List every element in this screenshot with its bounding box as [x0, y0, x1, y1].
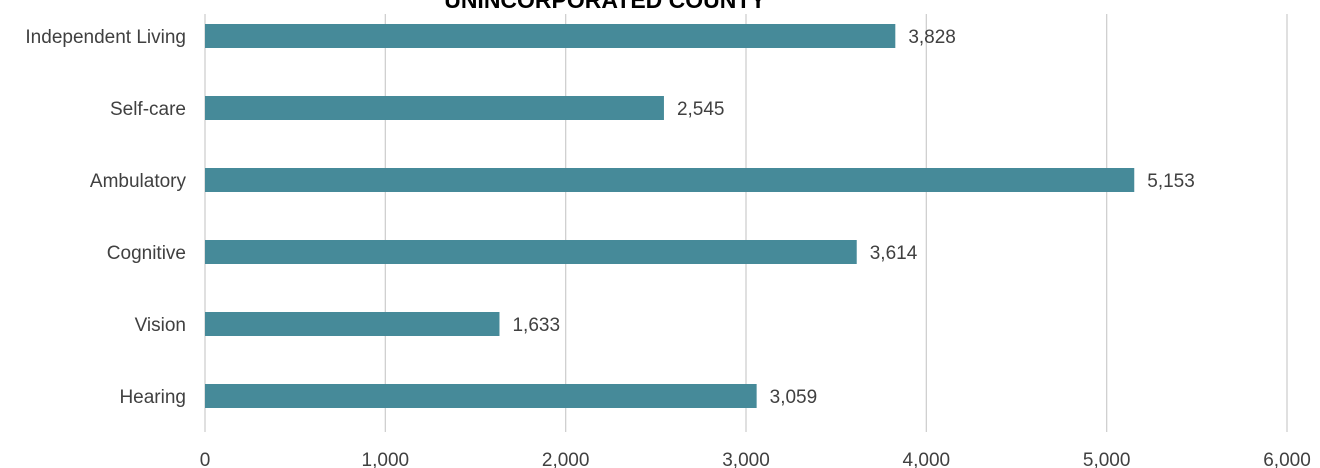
value-label: 2,545: [677, 99, 725, 120]
y-tick-label: Vision: [135, 315, 186, 336]
bar: [205, 312, 500, 336]
bar: [205, 24, 896, 48]
value-label: 5,153: [1147, 171, 1195, 192]
x-tick-label: 1,000: [362, 450, 410, 468]
x-tick-label: 2,000: [542, 450, 590, 468]
bar: [205, 96, 664, 120]
y-tick-label: Independent Living: [25, 27, 186, 48]
value-label: 3,059: [770, 387, 818, 408]
bar: [205, 168, 1135, 192]
x-tick-label: 0: [200, 450, 211, 468]
x-tick-label: 5,000: [1083, 450, 1131, 468]
x-tick-label: 3,000: [722, 450, 770, 468]
y-tick-label: Hearing: [119, 387, 186, 408]
bar: [205, 240, 857, 264]
bar: [205, 384, 757, 408]
value-label: 1,633: [512, 315, 560, 336]
y-tick-label: Cognitive: [107, 243, 186, 264]
value-label: 3,828: [908, 27, 956, 48]
x-tick-label: 4,000: [903, 450, 951, 468]
y-tick-label: Self-care: [110, 99, 186, 120]
chart-title: UNINCORPORATED COUNTY: [444, 0, 766, 13]
value-label: 3,614: [870, 243, 918, 264]
y-tick-label: Ambulatory: [90, 171, 187, 192]
x-tick-label: 6,000: [1263, 450, 1311, 468]
